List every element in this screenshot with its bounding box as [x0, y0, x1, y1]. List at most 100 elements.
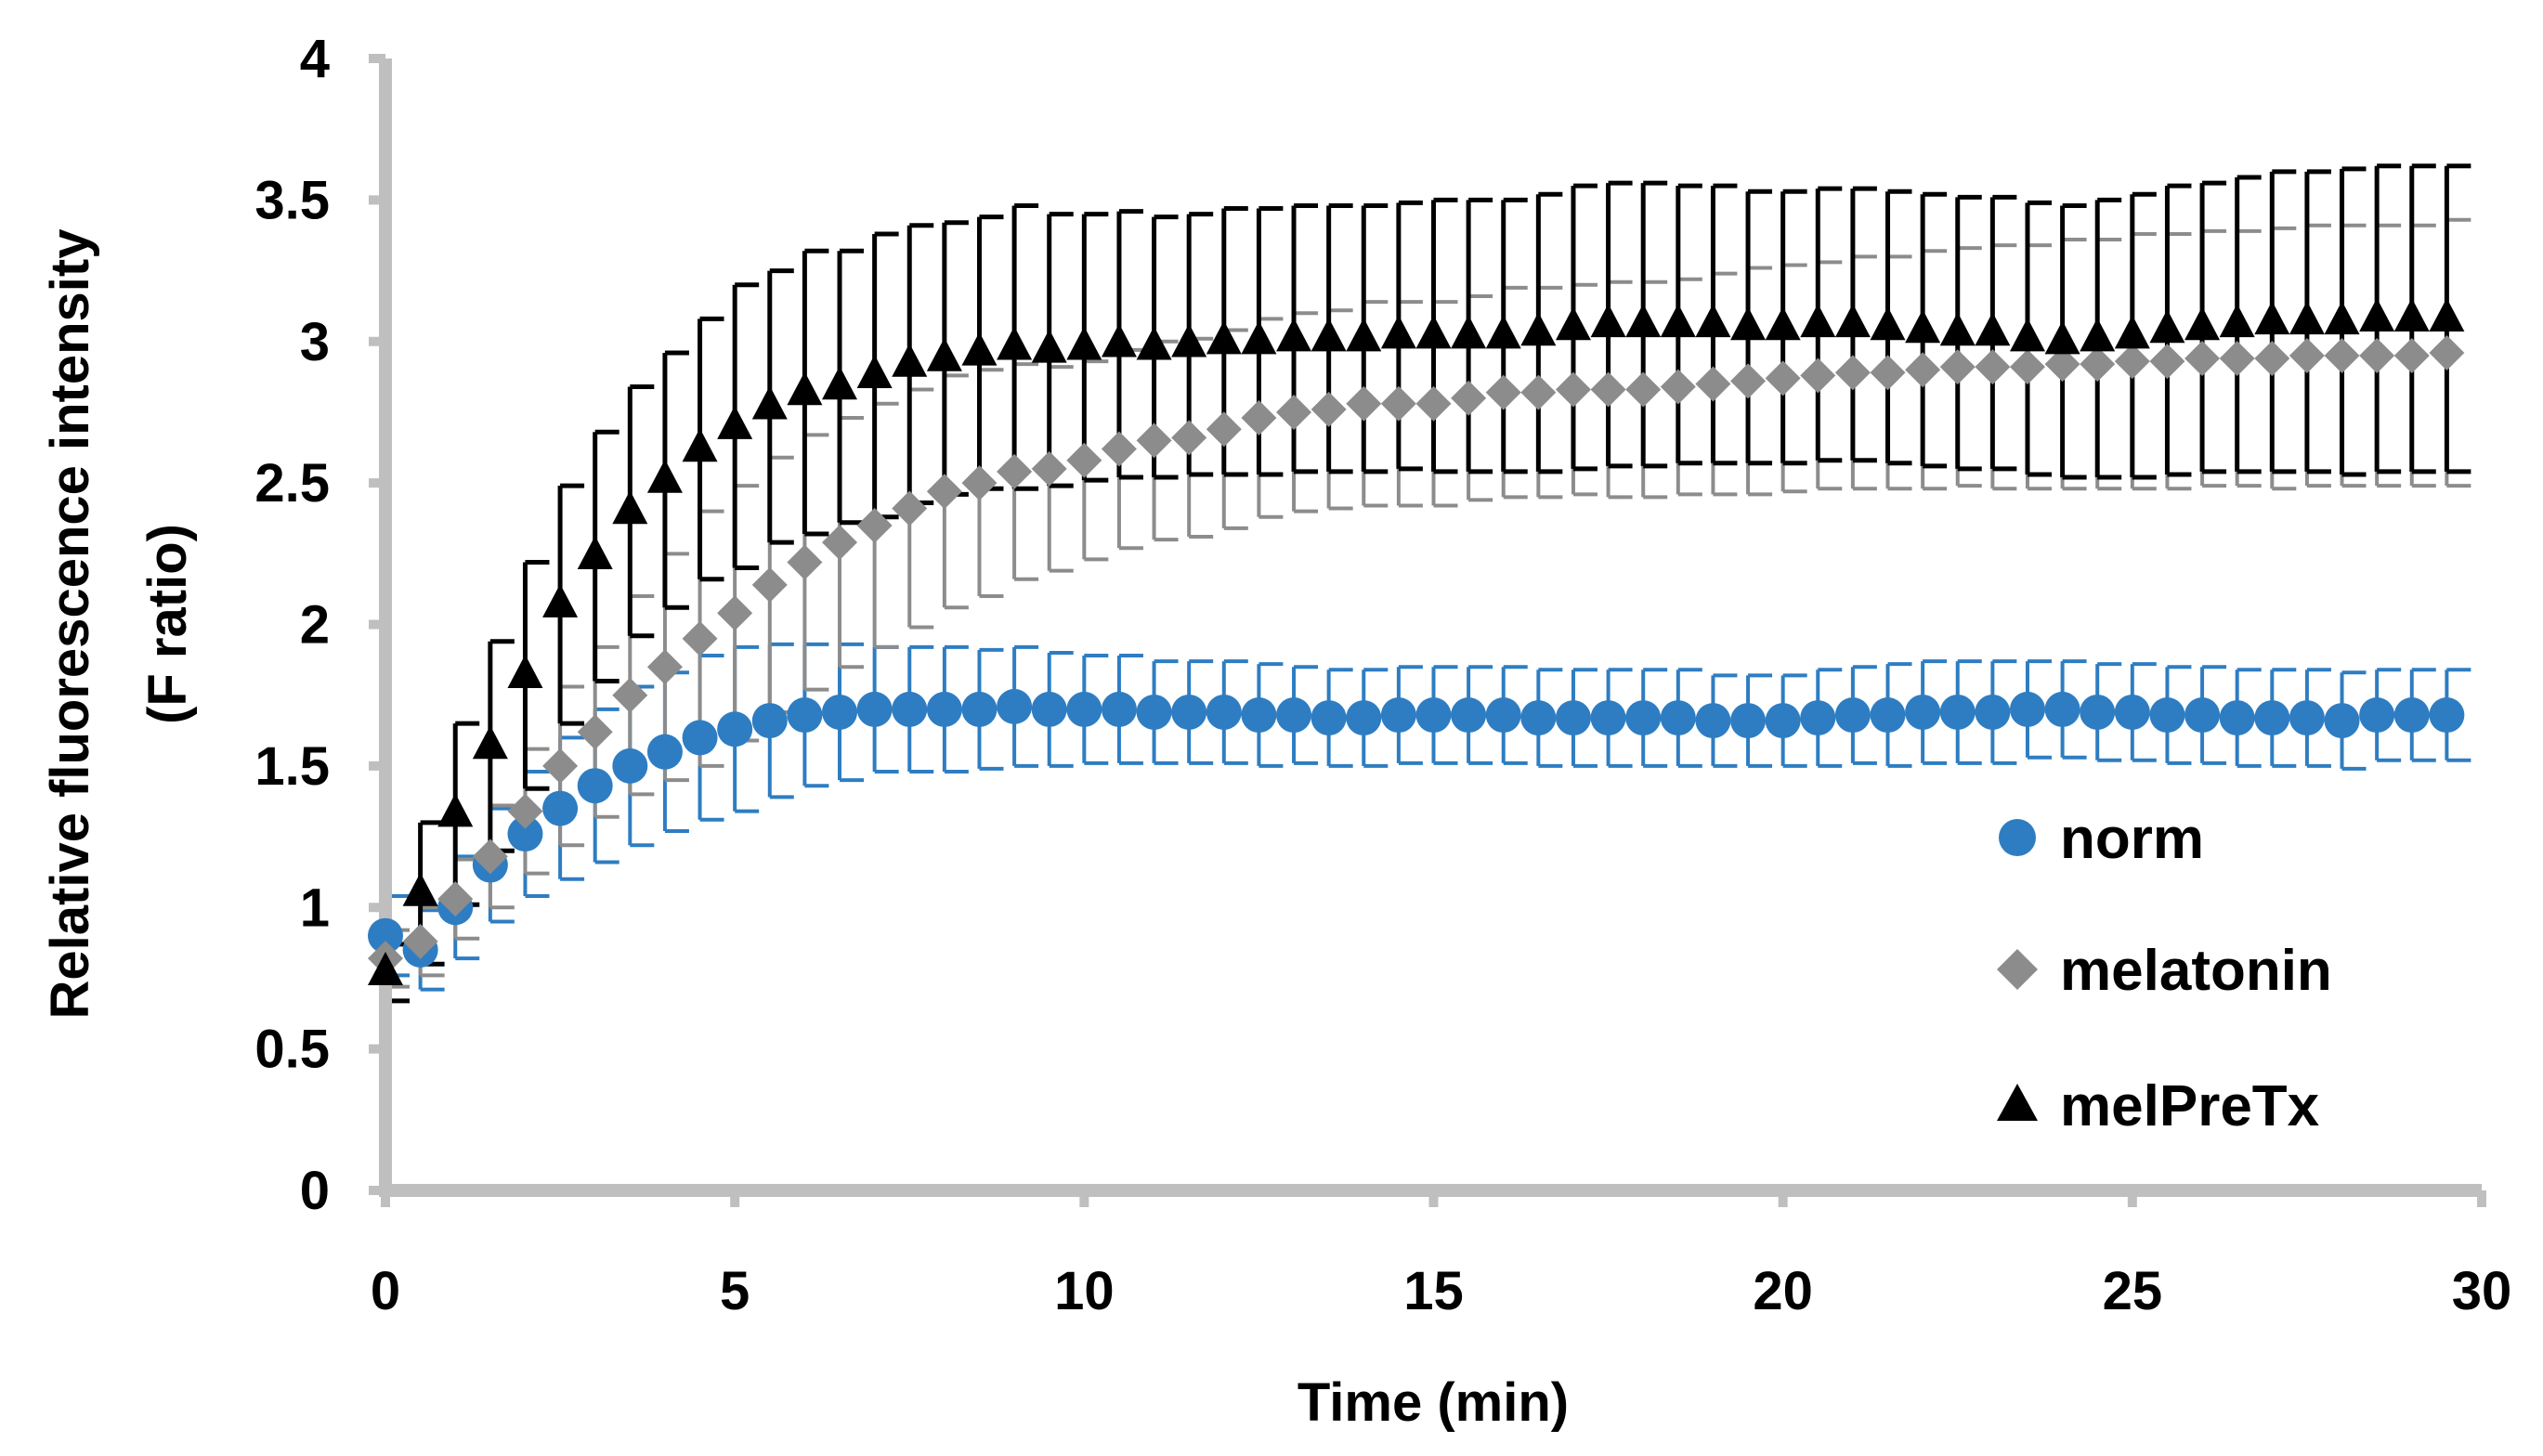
data-point-melPreTx	[1695, 304, 1731, 338]
data-point-norm	[1765, 703, 1801, 739]
data-point-norm	[787, 697, 823, 734]
markers-layer	[368, 298, 2465, 986]
data-point-norm	[856, 691, 893, 727]
data-point-norm	[1451, 697, 1487, 734]
data-point-melPreTx	[682, 428, 718, 462]
data-point-melatonin	[1975, 349, 2011, 385]
data-point-melPreTx	[1730, 306, 1767, 341]
data-point-melatonin	[2149, 344, 2185, 380]
data-point-melPreTx	[1311, 318, 1347, 352]
data-point-melPreTx	[542, 583, 579, 618]
data-point-melPreTx	[926, 337, 962, 371]
data-point-melatonin	[2429, 334, 2465, 370]
data-point-melatonin	[507, 793, 543, 829]
x-tick-label: 15	[1403, 1261, 1464, 1321]
data-point-norm	[1171, 694, 1207, 730]
data-point-melatonin	[961, 465, 998, 501]
data-point-norm	[2289, 700, 2325, 736]
data-point-norm	[1834, 697, 1871, 734]
y-axis-title-line1: Relative fluorescence intensity	[40, 229, 100, 1020]
data-point-norm	[368, 917, 403, 954]
data-point-melPreTx	[1590, 304, 1626, 338]
data-point-melPreTx	[368, 952, 403, 986]
data-point-norm	[1939, 694, 1976, 730]
data-point-melatonin	[997, 453, 1033, 489]
data-point-melatonin	[1276, 394, 1312, 430]
data-point-norm	[1276, 697, 1312, 734]
data-point-norm	[1660, 700, 1696, 736]
data-point-melPreTx	[2080, 318, 2116, 352]
data-point-melPreTx	[1031, 329, 1067, 363]
y-tick-label: 3.5	[254, 170, 330, 230]
data-point-melatonin	[682, 620, 718, 656]
x-tick-label: 10	[1054, 1261, 1115, 1321]
data-point-melPreTx	[1520, 312, 1557, 346]
data-point-melPreTx	[1171, 323, 1207, 358]
data-point-melPreTx	[1451, 315, 1487, 349]
data-point-melatonin	[926, 474, 962, 510]
data-point-melPreTx	[1136, 326, 1172, 360]
data-point-melatonin	[751, 566, 788, 603]
data-point-melPreTx	[577, 536, 613, 570]
data-point-melatonin	[1555, 371, 1591, 408]
data-point-norm	[892, 691, 928, 727]
data-point-norm	[751, 703, 788, 739]
data-point-norm	[1136, 694, 1172, 730]
legend-marker-norm	[1999, 819, 2036, 856]
data-point-norm	[682, 720, 718, 756]
x-axis-title: Time (min)	[1298, 1372, 1569, 1433]
data-point-melatonin	[542, 748, 579, 784]
data-point-norm	[1485, 697, 1521, 734]
data-point-melatonin	[1311, 391, 1347, 427]
data-point-norm	[926, 691, 962, 727]
data-point-melatonin	[1939, 349, 1976, 385]
data-point-melPreTx	[2359, 298, 2395, 332]
legend-marker-melatonin	[1997, 949, 2038, 990]
data-point-norm	[1206, 694, 1242, 730]
data-point-melPreTx	[1800, 304, 1836, 338]
data-point-norm	[2254, 700, 2290, 736]
data-point-melatonin	[1765, 360, 1801, 396]
data-point-melatonin	[2359, 337, 2395, 373]
data-point-melatonin	[2289, 337, 2325, 373]
data-point-norm	[822, 694, 858, 730]
data-point-melatonin	[1695, 366, 1731, 402]
data-point-melatonin	[822, 525, 858, 561]
data-point-melatonin	[1834, 355, 1871, 391]
data-point-melPreTx	[1834, 304, 1871, 338]
data-point-melatonin	[1101, 431, 1137, 467]
data-point-melatonin	[717, 595, 753, 631]
data-point-melPreTx	[507, 655, 543, 689]
data-point-melPreTx	[1905, 309, 1941, 344]
legend-marker-melPreTx	[1997, 1084, 2038, 1121]
data-point-melPreTx	[1276, 318, 1312, 352]
data-point-norm	[1520, 700, 1557, 736]
data-point-melPreTx	[2429, 298, 2465, 332]
data-point-norm	[1590, 700, 1626, 736]
data-point-melPreTx	[402, 872, 438, 906]
y-tick-label: 4	[300, 29, 330, 89]
data-point-melPreTx	[1066, 326, 1102, 360]
data-point-melPreTx	[2219, 304, 2255, 338]
x-tick-label: 20	[1753, 1261, 1813, 1321]
data-point-norm	[961, 691, 998, 727]
data-point-melatonin	[1451, 380, 1487, 416]
data-point-melPreTx	[2149, 309, 2185, 344]
y-tick-label: 2.5	[254, 453, 330, 514]
data-point-melPreTx	[646, 459, 683, 493]
data-point-melPreTx	[822, 366, 858, 400]
data-point-melPreTx	[1346, 318, 1382, 352]
legend-label-norm: norm	[2060, 807, 2204, 871]
data-point-melPreTx	[2044, 320, 2080, 355]
y-tick-label: 1	[300, 878, 330, 938]
legend-label-melatonin: melatonin	[2060, 939, 2332, 1003]
legend-item-norm: norm	[1999, 807, 2204, 871]
data-point-melPreTx	[892, 343, 928, 377]
data-point-melPreTx	[717, 405, 753, 439]
data-point-melatonin	[856, 507, 893, 543]
data-point-norm	[2359, 697, 2395, 734]
y-tick-label: 2	[300, 595, 330, 656]
data-point-melPreTx	[1939, 312, 1976, 346]
data-point-melPreTx	[997, 326, 1033, 360]
